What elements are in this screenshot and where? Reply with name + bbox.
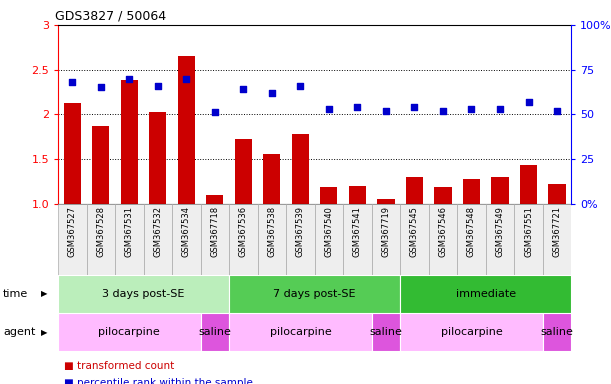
- Text: saline: saline: [199, 327, 232, 337]
- Bar: [315, 204, 343, 275]
- Point: [181, 76, 191, 82]
- Text: ■ transformed count: ■ transformed count: [64, 361, 174, 371]
- Text: GSM367546: GSM367546: [439, 206, 447, 257]
- Text: GSM367527: GSM367527: [68, 206, 77, 257]
- Text: GDS3827 / 50064: GDS3827 / 50064: [56, 9, 167, 22]
- Bar: [58, 204, 87, 275]
- Bar: [491, 177, 508, 204]
- Point: [353, 104, 362, 110]
- Point: [125, 76, 134, 82]
- Bar: [200, 204, 229, 275]
- Point: [467, 106, 477, 112]
- Bar: [229, 313, 371, 351]
- Bar: [349, 186, 366, 204]
- Bar: [200, 313, 229, 351]
- Bar: [58, 313, 200, 351]
- Point: [495, 106, 505, 112]
- Bar: [92, 126, 109, 204]
- Bar: [429, 204, 457, 275]
- Bar: [286, 204, 315, 275]
- Point: [296, 83, 306, 89]
- Bar: [178, 56, 195, 204]
- Point: [324, 106, 334, 112]
- Point: [381, 108, 391, 114]
- Bar: [235, 139, 252, 204]
- Point: [409, 104, 419, 110]
- Bar: [520, 165, 537, 204]
- Bar: [144, 204, 172, 275]
- Bar: [258, 204, 286, 275]
- Text: GSM367718: GSM367718: [210, 206, 219, 257]
- Text: ■ percentile rank within the sample: ■ percentile rank within the sample: [64, 378, 253, 384]
- Bar: [434, 187, 452, 204]
- Text: GSM367551: GSM367551: [524, 206, 533, 257]
- Point: [438, 108, 448, 114]
- Bar: [121, 80, 138, 204]
- Point: [153, 83, 163, 89]
- Text: GSM367541: GSM367541: [353, 206, 362, 257]
- Point: [238, 86, 248, 92]
- Bar: [115, 204, 144, 275]
- Bar: [549, 184, 566, 204]
- Text: pilocarpine: pilocarpine: [98, 327, 160, 337]
- Text: GSM367532: GSM367532: [153, 206, 163, 257]
- Text: GSM367549: GSM367549: [496, 206, 505, 257]
- Bar: [371, 204, 400, 275]
- Point: [267, 90, 277, 96]
- Text: agent: agent: [3, 327, 35, 337]
- Text: GSM367536: GSM367536: [239, 206, 248, 257]
- Text: pilocarpine: pilocarpine: [269, 327, 331, 337]
- Text: ▶: ▶: [41, 328, 47, 337]
- Bar: [463, 179, 480, 204]
- Point: [524, 99, 533, 105]
- Text: GSM367534: GSM367534: [182, 206, 191, 257]
- Text: GSM367538: GSM367538: [268, 206, 276, 257]
- Text: GSM367545: GSM367545: [410, 206, 419, 257]
- Text: GSM367540: GSM367540: [324, 206, 334, 257]
- Text: saline: saline: [370, 327, 403, 337]
- Bar: [292, 134, 309, 204]
- Bar: [320, 187, 337, 204]
- Bar: [58, 275, 229, 313]
- Bar: [543, 204, 571, 275]
- Bar: [400, 275, 571, 313]
- Text: GSM367721: GSM367721: [552, 206, 562, 257]
- Bar: [371, 313, 400, 351]
- Bar: [514, 204, 543, 275]
- Bar: [378, 199, 395, 204]
- Text: immediate: immediate: [456, 289, 516, 299]
- Text: GSM367539: GSM367539: [296, 206, 305, 257]
- Bar: [64, 103, 81, 204]
- Point: [96, 84, 106, 91]
- Text: saline: saline: [541, 327, 574, 337]
- Text: GSM367548: GSM367548: [467, 206, 476, 257]
- Bar: [229, 204, 258, 275]
- Text: 3 days post-SE: 3 days post-SE: [103, 289, 185, 299]
- Bar: [149, 113, 166, 204]
- Bar: [543, 313, 571, 351]
- Bar: [400, 313, 543, 351]
- Text: GSM367528: GSM367528: [97, 206, 105, 257]
- Text: 7 days post-SE: 7 days post-SE: [273, 289, 356, 299]
- Point: [210, 109, 220, 116]
- Bar: [263, 154, 280, 204]
- Text: time: time: [3, 289, 28, 299]
- Point: [67, 79, 77, 85]
- Bar: [172, 204, 200, 275]
- Bar: [406, 177, 423, 204]
- Text: pilocarpine: pilocarpine: [441, 327, 502, 337]
- Bar: [400, 204, 429, 275]
- Bar: [207, 195, 224, 204]
- Bar: [229, 275, 400, 313]
- Bar: [343, 204, 371, 275]
- Text: GSM367719: GSM367719: [381, 206, 390, 257]
- Point: [552, 108, 562, 114]
- Text: ▶: ▶: [41, 289, 47, 298]
- Bar: [486, 204, 514, 275]
- Text: GSM367531: GSM367531: [125, 206, 134, 257]
- Bar: [457, 204, 486, 275]
- Bar: [87, 204, 115, 275]
